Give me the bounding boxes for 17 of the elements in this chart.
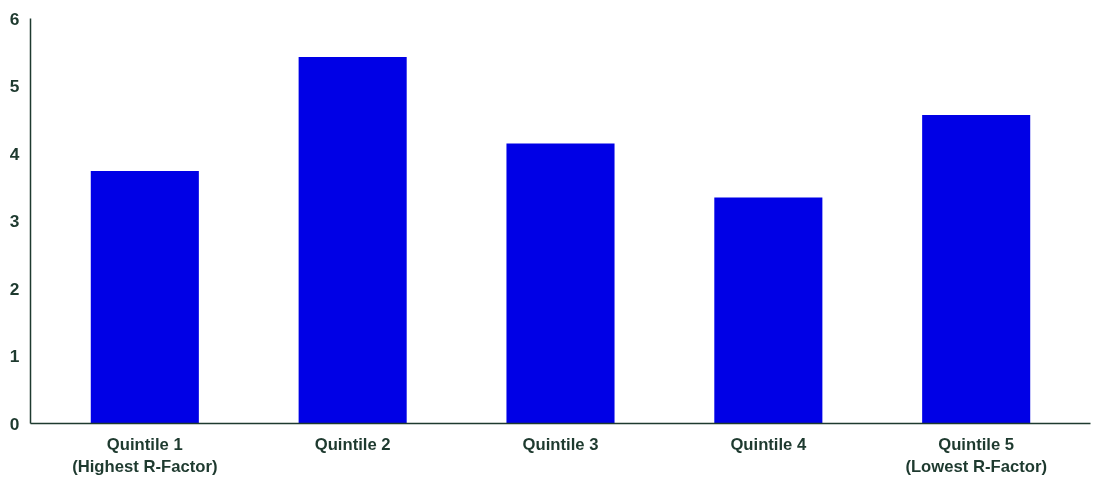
x-tick-label: Quintile 1 (Highest R-Factor) xyxy=(72,434,218,477)
x-tick-label: Quintile 4 xyxy=(730,434,808,454)
y-tick-label: 2 xyxy=(9,278,20,299)
y-tick-label: 1 xyxy=(9,346,20,366)
bar xyxy=(298,56,407,424)
bar xyxy=(506,143,615,424)
x-tick-label: Quintile 5 (Lowest R-Factor) xyxy=(905,434,1047,477)
y-tick-label: 3 xyxy=(9,211,20,231)
y-tick-label: 5 xyxy=(9,76,20,96)
bar xyxy=(714,197,823,424)
y-tick-label: 4 xyxy=(9,143,20,164)
y-tick-label: 0 xyxy=(9,413,20,434)
x-tick-label: Quintile 3 xyxy=(522,434,599,454)
y-tick-label: 6 xyxy=(9,8,20,29)
bar xyxy=(922,115,1031,424)
x-tick-label: Quintile 2 xyxy=(314,434,391,454)
bar xyxy=(90,171,199,424)
